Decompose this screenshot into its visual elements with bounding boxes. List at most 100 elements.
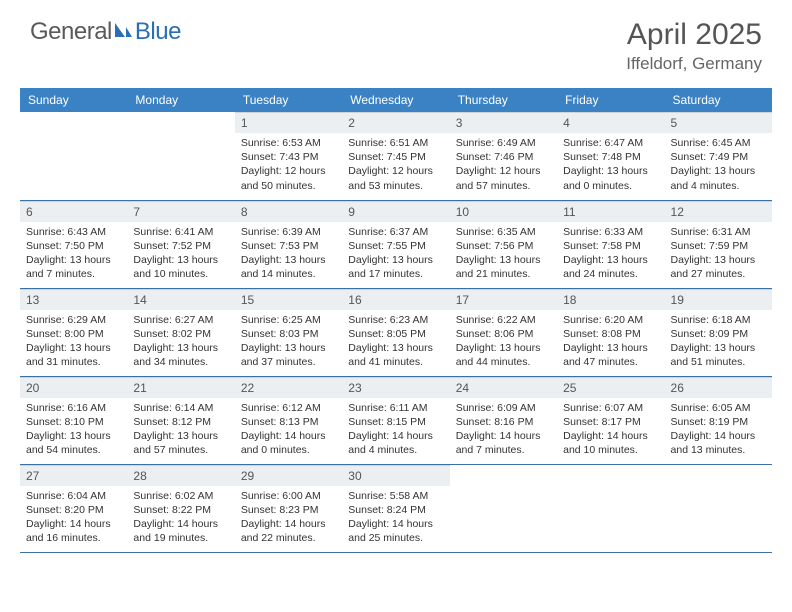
day-details: Sunrise: 6:39 AMSunset: 7:53 PMDaylight:… — [235, 222, 342, 286]
calendar-day-cell: 28Sunrise: 6:02 AMSunset: 8:22 PMDayligh… — [127, 464, 234, 552]
daylight-text: Daylight: 14 hours and 7 minutes. — [456, 429, 551, 457]
calendar-day-cell: 12Sunrise: 6:31 AMSunset: 7:59 PMDayligh… — [665, 200, 772, 288]
sunrise-text: Sunrise: 6:05 AM — [671, 401, 766, 415]
daylight-text: Daylight: 13 hours and 21 minutes. — [456, 253, 551, 281]
calendar-day-cell: 6Sunrise: 6:43 AMSunset: 7:50 PMDaylight… — [20, 200, 127, 288]
day-number: 10 — [450, 201, 557, 222]
day-number: 5 — [665, 112, 772, 133]
sunrise-text: Sunrise: 6:41 AM — [133, 225, 228, 239]
calendar-day-cell: 4Sunrise: 6:47 AMSunset: 7:48 PMDaylight… — [557, 112, 664, 200]
day-details: Sunrise: 5:58 AMSunset: 8:24 PMDaylight:… — [342, 486, 449, 550]
day-number: 16 — [342, 289, 449, 310]
sunset-text: Sunset: 8:15 PM — [348, 415, 443, 429]
sunrise-text: Sunrise: 6:45 AM — [671, 136, 766, 150]
daylight-text: Daylight: 13 hours and 24 minutes. — [563, 253, 658, 281]
day-details: Sunrise: 6:33 AMSunset: 7:58 PMDaylight:… — [557, 222, 664, 286]
daylight-text: Daylight: 13 hours and 7 minutes. — [26, 253, 121, 281]
calendar-day-cell: 10Sunrise: 6:35 AMSunset: 7:56 PMDayligh… — [450, 200, 557, 288]
sunset-text: Sunset: 7:58 PM — [563, 239, 658, 253]
sunset-text: Sunset: 7:59 PM — [671, 239, 766, 253]
calendar-day-cell: 9Sunrise: 6:37 AMSunset: 7:55 PMDaylight… — [342, 200, 449, 288]
sunrise-text: Sunrise: 6:39 AM — [241, 225, 336, 239]
day-details: Sunrise: 6:35 AMSunset: 7:56 PMDaylight:… — [450, 222, 557, 286]
day-number: 9 — [342, 201, 449, 222]
calendar-day-cell: 8Sunrise: 6:39 AMSunset: 7:53 PMDaylight… — [235, 200, 342, 288]
daylight-text: Daylight: 13 hours and 37 minutes. — [241, 341, 336, 369]
daylight-text: Daylight: 13 hours and 54 minutes. — [26, 429, 121, 457]
daylight-text: Daylight: 14 hours and 22 minutes. — [241, 517, 336, 545]
day-number: 14 — [127, 289, 234, 310]
day-number: 30 — [342, 465, 449, 486]
sunset-text: Sunset: 8:20 PM — [26, 503, 121, 517]
sunrise-text: Sunrise: 5:58 AM — [348, 489, 443, 503]
calendar-day-cell: 13Sunrise: 6:29 AMSunset: 8:00 PMDayligh… — [20, 288, 127, 376]
calendar-day-cell: 26Sunrise: 6:05 AMSunset: 8:19 PMDayligh… — [665, 376, 772, 464]
day-details: Sunrise: 6:11 AMSunset: 8:15 PMDaylight:… — [342, 398, 449, 462]
day-number: 25 — [557, 377, 664, 398]
logo: General Blue — [30, 18, 181, 46]
day-number: 4 — [557, 112, 664, 133]
sunrise-text: Sunrise: 6:04 AM — [26, 489, 121, 503]
day-number: 23 — [342, 377, 449, 398]
calendar-week-row: 13Sunrise: 6:29 AMSunset: 8:00 PMDayligh… — [20, 288, 772, 376]
location-label: Iffeldorf, Germany — [626, 54, 762, 74]
sunrise-text: Sunrise: 6:00 AM — [241, 489, 336, 503]
sunrise-text: Sunrise: 6:33 AM — [563, 225, 658, 239]
day-number: 15 — [235, 289, 342, 310]
day-details: Sunrise: 6:18 AMSunset: 8:09 PMDaylight:… — [665, 310, 772, 374]
sunset-text: Sunset: 7:43 PM — [241, 150, 336, 164]
sunrise-text: Sunrise: 6:18 AM — [671, 313, 766, 327]
sunrise-text: Sunrise: 6:27 AM — [133, 313, 228, 327]
day-number: 26 — [665, 377, 772, 398]
calendar-day-cell: 17Sunrise: 6:22 AMSunset: 8:06 PMDayligh… — [450, 288, 557, 376]
calendar-day-cell — [665, 464, 772, 552]
day-number: 2 — [342, 112, 449, 133]
weekday-header: Tuesday — [235, 88, 342, 112]
calendar-day-cell: 27Sunrise: 6:04 AMSunset: 8:20 PMDayligh… — [20, 464, 127, 552]
weekday-header: Saturday — [665, 88, 772, 112]
calendar-day-cell — [20, 112, 127, 200]
daylight-text: Daylight: 14 hours and 13 minutes. — [671, 429, 766, 457]
logo-text-general: General — [30, 18, 112, 46]
day-number: 19 — [665, 289, 772, 310]
day-number: 13 — [20, 289, 127, 310]
calendar-day-cell: 11Sunrise: 6:33 AMSunset: 7:58 PMDayligh… — [557, 200, 664, 288]
page-title: April 2025 — [626, 18, 762, 52]
daylight-text: Daylight: 13 hours and 31 minutes. — [26, 341, 121, 369]
day-details: Sunrise: 6:29 AMSunset: 8:00 PMDaylight:… — [20, 310, 127, 374]
day-details: Sunrise: 6:45 AMSunset: 7:49 PMDaylight:… — [665, 133, 772, 197]
calendar-week-row: 1Sunrise: 6:53 AMSunset: 7:43 PMDaylight… — [20, 112, 772, 200]
calendar-day-cell: 21Sunrise: 6:14 AMSunset: 8:12 PMDayligh… — [127, 376, 234, 464]
day-details: Sunrise: 6:41 AMSunset: 7:52 PMDaylight:… — [127, 222, 234, 286]
header: General Blue April 2025 Iffeldorf, Germa… — [0, 0, 792, 82]
weekday-header: Wednesday — [342, 88, 449, 112]
calendar-day-cell — [450, 464, 557, 552]
day-details: Sunrise: 6:23 AMSunset: 8:05 PMDaylight:… — [342, 310, 449, 374]
calendar-day-cell: 15Sunrise: 6:25 AMSunset: 8:03 PMDayligh… — [235, 288, 342, 376]
daylight-text: Daylight: 13 hours and 47 minutes. — [563, 341, 658, 369]
calendar-week-row: 20Sunrise: 6:16 AMSunset: 8:10 PMDayligh… — [20, 376, 772, 464]
day-details: Sunrise: 6:51 AMSunset: 7:45 PMDaylight:… — [342, 133, 449, 197]
day-details: Sunrise: 6:12 AMSunset: 8:13 PMDaylight:… — [235, 398, 342, 462]
calendar-day-cell: 5Sunrise: 6:45 AMSunset: 7:49 PMDaylight… — [665, 112, 772, 200]
calendar-day-cell: 2Sunrise: 6:51 AMSunset: 7:45 PMDaylight… — [342, 112, 449, 200]
sunset-text: Sunset: 7:53 PM — [241, 239, 336, 253]
day-number: 11 — [557, 201, 664, 222]
sunset-text: Sunset: 7:52 PM — [133, 239, 228, 253]
daylight-text: Daylight: 12 hours and 53 minutes. — [348, 164, 443, 192]
sunset-text: Sunset: 8:08 PM — [563, 327, 658, 341]
sunrise-text: Sunrise: 6:12 AM — [241, 401, 336, 415]
sunset-text: Sunset: 8:03 PM — [241, 327, 336, 341]
day-details: Sunrise: 6:00 AMSunset: 8:23 PMDaylight:… — [235, 486, 342, 550]
day-number: 1 — [235, 112, 342, 133]
day-number: 28 — [127, 465, 234, 486]
day-details: Sunrise: 6:49 AMSunset: 7:46 PMDaylight:… — [450, 133, 557, 197]
day-number: 3 — [450, 112, 557, 133]
day-details: Sunrise: 6:09 AMSunset: 8:16 PMDaylight:… — [450, 398, 557, 462]
day-details: Sunrise: 6:04 AMSunset: 8:20 PMDaylight:… — [20, 486, 127, 550]
daylight-text: Daylight: 13 hours and 57 minutes. — [133, 429, 228, 457]
daylight-text: Daylight: 13 hours and 44 minutes. — [456, 341, 551, 369]
weekday-header: Thursday — [450, 88, 557, 112]
calendar-day-cell: 24Sunrise: 6:09 AMSunset: 8:16 PMDayligh… — [450, 376, 557, 464]
calendar-day-cell: 25Sunrise: 6:07 AMSunset: 8:17 PMDayligh… — [557, 376, 664, 464]
